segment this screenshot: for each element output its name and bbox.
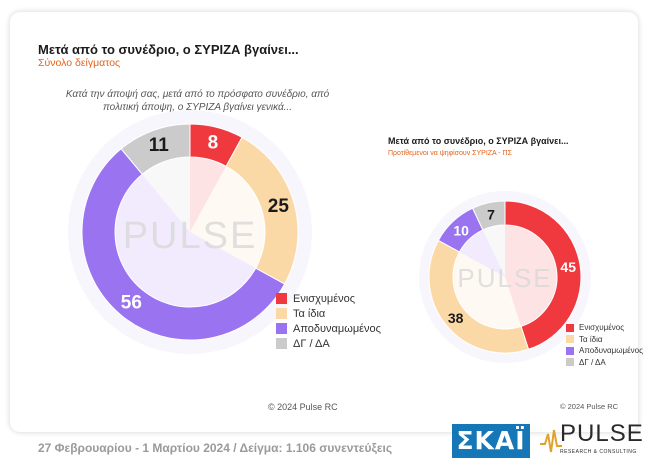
pulse-logo-tagline: RESEARCH & CONSULTING <box>560 449 637 455</box>
skai-logo: ΣΚΑΪ <box>452 424 530 458</box>
donut-inner-wedge <box>190 166 265 269</box>
main-chart-subtitle: Σύνολο δείγματος <box>38 57 121 69</box>
donut-inner-wedge <box>453 251 522 329</box>
legend-label: Ενισχυμένος <box>293 292 356 305</box>
legend-swatch <box>566 335 574 344</box>
donut-inner-wedge <box>459 229 505 277</box>
legend-swatch <box>276 323 287 334</box>
donut-inner-wedge <box>190 157 227 232</box>
small-chart-title: Μετά από το συνέδριο, ο ΣΥΡΙΖΑ βγαίνει..… <box>388 136 569 146</box>
legend-item: Ενισχυμένος <box>566 322 643 334</box>
slice-value-label: 8 <box>208 132 219 153</box>
legend-swatch <box>276 338 287 349</box>
donut-slice <box>471 200 506 231</box>
pulse-wave-icon <box>540 429 562 453</box>
small-chart-subtitle: Προτίθεμενοι να ψηφίσουν ΣΥΡΙΖΑ - ΠΣ <box>388 150 512 157</box>
watermark-text: PULSE <box>457 263 552 293</box>
legend-swatch <box>276 293 287 304</box>
legend-swatch <box>566 323 574 332</box>
slice-value-label: 7 <box>487 207 495 223</box>
legend-item: Τα ίδια <box>276 306 381 321</box>
copyright-small: © 2024 Pulse RC <box>560 402 619 411</box>
donut-inner-wedge <box>505 225 557 327</box>
main-chart-title: Μετά από το συνέδριο, ο ΣΥΡΙΖΑ βγαίνει..… <box>38 42 299 57</box>
legend-label: Αποδυναμωμένος <box>579 346 643 356</box>
legend-swatch <box>566 358 574 367</box>
footer-fieldwork-info: 27 Φεβρουαρίου - 1 Μαρτίου 2024 / Δείγμα… <box>38 441 393 455</box>
slice-value-label: 10 <box>453 222 469 238</box>
donut-inner-wedge <box>482 225 505 277</box>
pulse-logo-word: PULSE <box>560 420 644 447</box>
pulse-logo: PULSE RESEARCH & CONSULTING <box>540 420 643 462</box>
donut-slice <box>81 148 286 341</box>
legend-item: ΔΓ / ΔΑ <box>566 357 643 369</box>
legend-label: Τα ίδια <box>579 334 603 344</box>
slice-value-label: 25 <box>268 196 290 217</box>
legend-item: Τα ίδια <box>566 334 643 346</box>
survey-question: Κατά την άποψή σας, μετά από το πρόσφατο… <box>65 89 330 113</box>
legend-item: Ενισχυμένος <box>276 291 381 306</box>
donut-small: 45 38 10 7 <box>419 191 591 363</box>
donut-inner-wedge <box>142 157 190 232</box>
legend-item: Αποδυναμωμένος <box>276 321 381 336</box>
donut-inner-wedge <box>115 174 256 308</box>
slice-value-label: 45 <box>560 259 576 275</box>
donut-slice <box>120 123 191 175</box>
donut-main: 8 25 56 11 <box>68 110 312 354</box>
legend-label: Τα ίδια <box>293 307 326 320</box>
slice-value-label: 56 <box>121 292 142 313</box>
watermark-main: PULSE <box>123 215 258 257</box>
legend-item: ΔΓ / ΔΑ <box>276 336 381 351</box>
legend-main: Ενισχυμένος Τα ίδια Αποδυναμωμένος ΔΓ / ΔΑ <box>276 291 381 351</box>
donut-slice <box>504 200 582 350</box>
slice-value-label: 11 <box>149 135 170 156</box>
legend-swatch <box>566 346 574 355</box>
watermark-text: PULSE <box>123 215 258 257</box>
legend-small: Ενισχυμένος Τα ίδια Αποδυναμωμένος ΔΓ / ΔΑ <box>566 322 643 368</box>
legend-label: Αποδυναμωμένος <box>293 322 381 335</box>
copyright-main: © 2024 Pulse RC <box>268 402 338 412</box>
watermark-small: PULSE <box>457 263 552 293</box>
slice-value-label: 38 <box>448 310 464 326</box>
legend-label: ΔΓ / ΔΑ <box>579 357 606 367</box>
legend-label: ΔΓ / ΔΑ <box>293 337 330 350</box>
legend-swatch <box>276 308 287 319</box>
legend-label: Ενισχυμένος <box>579 323 625 333</box>
legend-item: Αποδυναμωμένος <box>566 345 643 357</box>
